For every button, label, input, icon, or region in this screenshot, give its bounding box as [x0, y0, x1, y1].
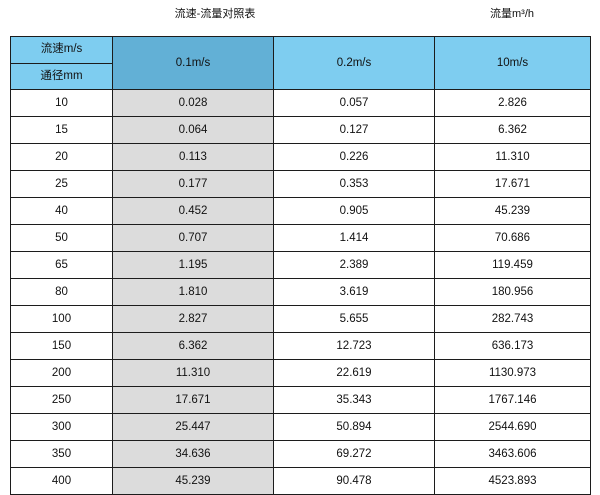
table-row: 350 34.636 69.272 3463.606 [10, 440, 591, 468]
flow-table-container: 流速m/s 通径mm 0.1m/s 0.2m/s 10m/s 10 0.028 0.… [10, 36, 591, 495]
table-row: 40 0.452 0.905 45.239 [10, 197, 591, 225]
cell-diameter: 300 [10, 413, 113, 441]
cell-flow-0: 1.810 [112, 278, 274, 306]
cell-flow-1: 0.905 [273, 197, 435, 225]
cell-flow-2: 3463.606 [434, 440, 591, 468]
cell-flow-2: 2544.690 [434, 413, 591, 441]
cell-flow-1: 5.655 [273, 305, 435, 333]
table-header-row: 流速m/s 通径mm 0.1m/s 0.2m/s 10m/s [10, 36, 591, 90]
header-corner-cell: 流速m/s 通径mm [10, 36, 113, 90]
cell-flow-0: 2.827 [112, 305, 274, 333]
cell-flow-0: 0.028 [112, 89, 274, 117]
column-header-2: 10m/s [434, 36, 591, 90]
table-row: 15 0.064 0.127 6.362 [10, 116, 591, 144]
cell-flow-1: 0.353 [273, 170, 435, 198]
cell-diameter: 400 [10, 467, 113, 495]
cell-diameter: 350 [10, 440, 113, 468]
cell-diameter: 25 [10, 170, 113, 198]
cell-flow-2: 2.826 [434, 89, 591, 117]
cell-flow-0: 0.452 [112, 197, 274, 225]
table-row: 200 11.310 22.619 1130.973 [10, 359, 591, 387]
cell-flow-0: 6.362 [112, 332, 274, 360]
cell-diameter: 15 [10, 116, 113, 144]
cell-flow-1: 12.723 [273, 332, 435, 360]
cell-flow-1: 0.127 [273, 116, 435, 144]
cell-flow-0: 17.671 [112, 386, 274, 414]
flow-rate-table: 流速m/s 通径mm 0.1m/s 0.2m/s 10m/s 10 0.028 0.… [10, 36, 591, 495]
table-row: 400 45.239 90.478 4523.893 [10, 467, 591, 495]
cell-flow-0: 1.195 [112, 251, 274, 279]
flow-table-body: 流速m/s 通径mm 0.1m/s 0.2m/s 10m/s 10 0.028 0.… [10, 36, 591, 495]
header-diameter-label: 通径mm [40, 69, 83, 82]
table-row: 25 0.177 0.353 17.671 [10, 170, 591, 198]
cell-flow-0: 25.447 [112, 413, 274, 441]
cell-flow-0: 34.636 [112, 440, 274, 468]
header-velocity-label: 流速m/s [11, 37, 112, 64]
column-header-0: 0.1m/s [112, 36, 274, 90]
cell-diameter: 40 [10, 197, 113, 225]
cell-flow-2: 17.671 [434, 170, 591, 198]
cell-diameter: 65 [10, 251, 113, 279]
cell-flow-2: 11.310 [434, 143, 591, 171]
cell-flow-2: 282.743 [434, 305, 591, 333]
table-row: 250 17.671 35.343 1767.146 [10, 386, 591, 414]
cell-flow-2: 119.459 [434, 251, 591, 279]
cell-flow-2: 1767.146 [434, 386, 591, 414]
cell-flow-1: 2.389 [273, 251, 435, 279]
cell-diameter: 50 [10, 224, 113, 252]
cell-diameter: 10 [10, 89, 113, 117]
table-row: 80 1.810 3.619 180.956 [10, 278, 591, 306]
cell-flow-1: 0.057 [273, 89, 435, 117]
cell-flow-1: 0.226 [273, 143, 435, 171]
table-row: 150 6.362 12.723 636.173 [10, 332, 591, 360]
table-row: 300 25.447 50.894 2544.690 [10, 413, 591, 441]
cell-flow-0: 0.707 [112, 224, 274, 252]
cell-flow-0: 11.310 [112, 359, 274, 387]
table-row: 10 0.028 0.057 2.826 [10, 89, 591, 117]
cell-flow-1: 90.478 [273, 467, 435, 495]
cell-flow-2: 45.239 [434, 197, 591, 225]
cell-diameter: 20 [10, 143, 113, 171]
cell-flow-0: 0.113 [112, 143, 274, 171]
cell-diameter: 100 [10, 305, 113, 333]
cell-diameter: 80 [10, 278, 113, 306]
cell-diameter: 150 [10, 332, 113, 360]
column-header-1: 0.2m/s [273, 36, 435, 90]
cell-flow-0: 45.239 [112, 467, 274, 495]
cell-flow-1: 35.343 [273, 386, 435, 414]
cell-diameter: 200 [10, 359, 113, 387]
cell-flow-1: 1.414 [273, 224, 435, 252]
cell-flow-2: 6.362 [434, 116, 591, 144]
cell-flow-2: 70.686 [434, 224, 591, 252]
cell-flow-2: 180.956 [434, 278, 591, 306]
cell-flow-1: 22.619 [273, 359, 435, 387]
cell-flow-0: 0.064 [112, 116, 274, 144]
cell-flow-2: 4523.893 [434, 467, 591, 495]
cell-diameter: 250 [10, 386, 113, 414]
table-row: 100 2.827 5.655 282.743 [10, 305, 591, 333]
cell-flow-0: 0.177 [112, 170, 274, 198]
cell-flow-1: 69.272 [273, 440, 435, 468]
flow-unit-caption: 流量m³/h [490, 8, 534, 20]
cell-flow-1: 50.894 [273, 413, 435, 441]
table-row: 20 0.113 0.226 11.310 [10, 143, 591, 171]
table-row: 50 0.707 1.414 70.686 [10, 224, 591, 252]
table-row: 65 1.195 2.389 119.459 [10, 251, 591, 279]
cell-flow-2: 636.173 [434, 332, 591, 360]
cell-flow-2: 1130.973 [434, 359, 591, 387]
captions-row: 流速-流量对照表 流量m³/h [0, 0, 600, 36]
cell-flow-1: 3.619 [273, 278, 435, 306]
page-title: 流速-流量对照表 [174, 8, 256, 20]
